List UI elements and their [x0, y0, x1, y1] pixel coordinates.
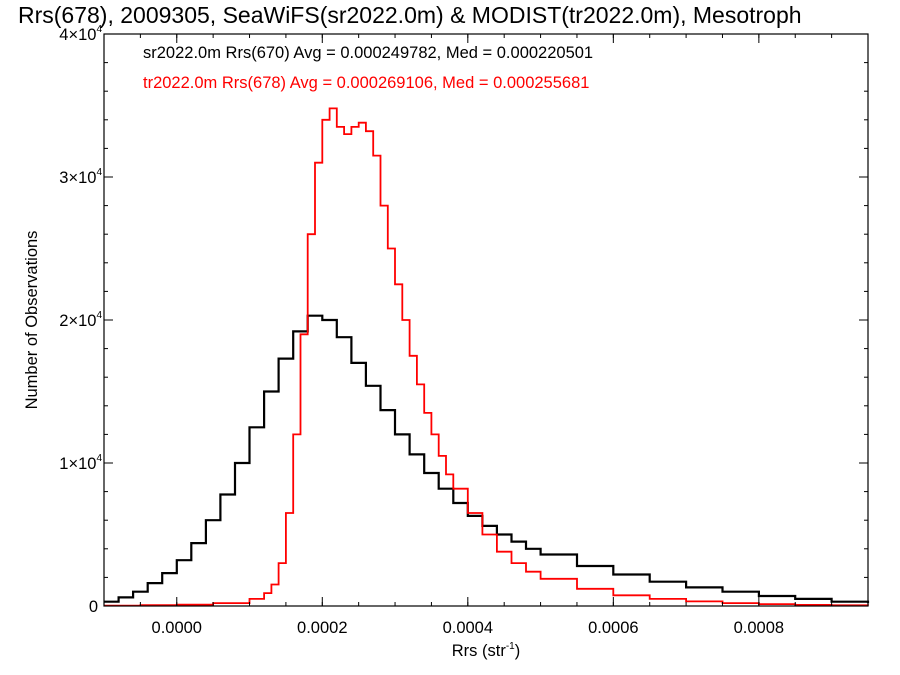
data-point-tr2022 — [270, 584, 272, 586]
data-point-tr2022 — [314, 162, 316, 164]
chart-title: Rrs(678), 2009305, SeaWiFS(sr2022.0m) & … — [18, 2, 802, 28]
data-point-tr2022 — [292, 434, 294, 436]
data-point-sr2022 — [336, 336, 338, 338]
data-point-sr2022 — [409, 454, 411, 456]
y-tick-label: 3×104 — [59, 167, 102, 187]
data-point-tr2022 — [525, 571, 527, 573]
x-axis-label: Rrs (str-1) — [452, 641, 520, 660]
data-point-tr2022 — [307, 233, 309, 235]
y-tick-label: 1×104 — [59, 453, 102, 473]
data-point-tr2022 — [394, 283, 396, 285]
data-point-sr2022 — [278, 358, 280, 360]
data-point-sr2022 — [365, 385, 367, 387]
data-point-sr2022 — [118, 597, 120, 599]
y-tick-label: 2×104 — [59, 310, 102, 330]
data-point-sr2022 — [540, 554, 542, 556]
data-point-tr2022 — [409, 355, 411, 357]
data-point-tr2022 — [445, 474, 447, 476]
data-point-sr2022 — [794, 598, 796, 600]
data-point-tr2022 — [249, 598, 251, 600]
data-point-sr2022 — [649, 581, 651, 583]
data-point-tr2022 — [540, 578, 542, 580]
data-point-tr2022 — [511, 562, 513, 564]
data-point-tr2022 — [649, 598, 651, 600]
legend-entry-black: sr2022.0m Rrs(670) Avg = 0.000249782, Me… — [143, 44, 594, 62]
data-point-sr2022 — [380, 409, 382, 411]
data-point-sr2022 — [176, 559, 178, 561]
data-point-sr2022 — [220, 494, 222, 496]
data-point-sr2022 — [190, 542, 192, 544]
data-point-tr2022 — [321, 119, 323, 121]
y-axis-label: Number of Observations — [23, 231, 41, 410]
data-point-tr2022 — [365, 130, 367, 132]
data-point-sr2022 — [452, 502, 454, 504]
data-point-tr2022 — [285, 512, 287, 514]
data-point-tr2022 — [423, 412, 425, 414]
data-point-sr2022 — [205, 519, 207, 521]
data-point-tr2022 — [431, 434, 433, 436]
x-tick-label: 0.0008 — [734, 619, 784, 637]
y-tick-label: 0 — [89, 598, 98, 616]
data-point-tr2022 — [380, 205, 382, 207]
data-point-sr2022 — [321, 319, 323, 321]
data-point-sr2022 — [576, 565, 578, 567]
data-point-sr2022 — [612, 574, 614, 576]
legend-entry-red: tr2022.0m Rrs(678) Avg = 0.000269106, Me… — [143, 74, 590, 92]
x-tick-label: 0.0004 — [443, 619, 493, 637]
data-point-tr2022 — [481, 534, 483, 536]
data-point-sr2022 — [292, 331, 294, 333]
data-point-sr2022 — [350, 362, 352, 364]
data-point-tr2022 — [358, 122, 360, 124]
x-tick-label: 0.0002 — [297, 619, 347, 637]
y-tick-label: 4×104 — [59, 24, 102, 44]
data-point-tr2022 — [496, 551, 498, 553]
data-point-sr2022 — [467, 515, 469, 517]
data-point-sr2022 — [132, 591, 134, 593]
series-line-tr2022 — [104, 107, 869, 607]
data-point-tr2022 — [263, 592, 265, 594]
data-point-sr2022 — [438, 488, 440, 490]
data-point-tr2022 — [416, 383, 418, 385]
data-point-tr2022 — [612, 594, 614, 596]
x-tick-label: 0.0006 — [588, 619, 638, 637]
data-point-tr2022 — [452, 488, 454, 490]
data-point-tr2022 — [350, 126, 352, 128]
data-point-tr2022 — [329, 107, 331, 109]
data-point-sr2022 — [525, 548, 527, 550]
data-point-sr2022 — [394, 434, 396, 436]
data-point-tr2022 — [401, 319, 403, 321]
data-point-sr2022 — [161, 572, 163, 574]
data-point-tr2022 — [278, 562, 280, 564]
data-point-sr2022 — [263, 391, 265, 393]
data-point-tr2022 — [387, 248, 389, 250]
data-point-sr2022 — [722, 591, 724, 593]
data-point-sr2022 — [423, 472, 425, 474]
data-point-tr2022 — [372, 155, 374, 157]
series-line-sr2022 — [104, 314, 870, 604]
data-point-sr2022 — [147, 582, 149, 584]
data-point-tr2022 — [438, 455, 440, 457]
data-point-tr2022 — [576, 588, 578, 590]
data-point-sr2022 — [234, 462, 236, 464]
data-point-tr2022 — [343, 133, 345, 135]
data-point-tr2022 — [336, 126, 338, 128]
data-point-tr2022 — [300, 333, 302, 335]
data-point-sr2022 — [685, 587, 687, 589]
data-point-tr2022 — [467, 512, 469, 514]
x-tick-label: 0.0000 — [152, 619, 202, 637]
data-point-sr2022 — [511, 541, 513, 543]
data-point-sr2022 — [249, 426, 251, 428]
data-point-sr2022 — [758, 595, 760, 597]
